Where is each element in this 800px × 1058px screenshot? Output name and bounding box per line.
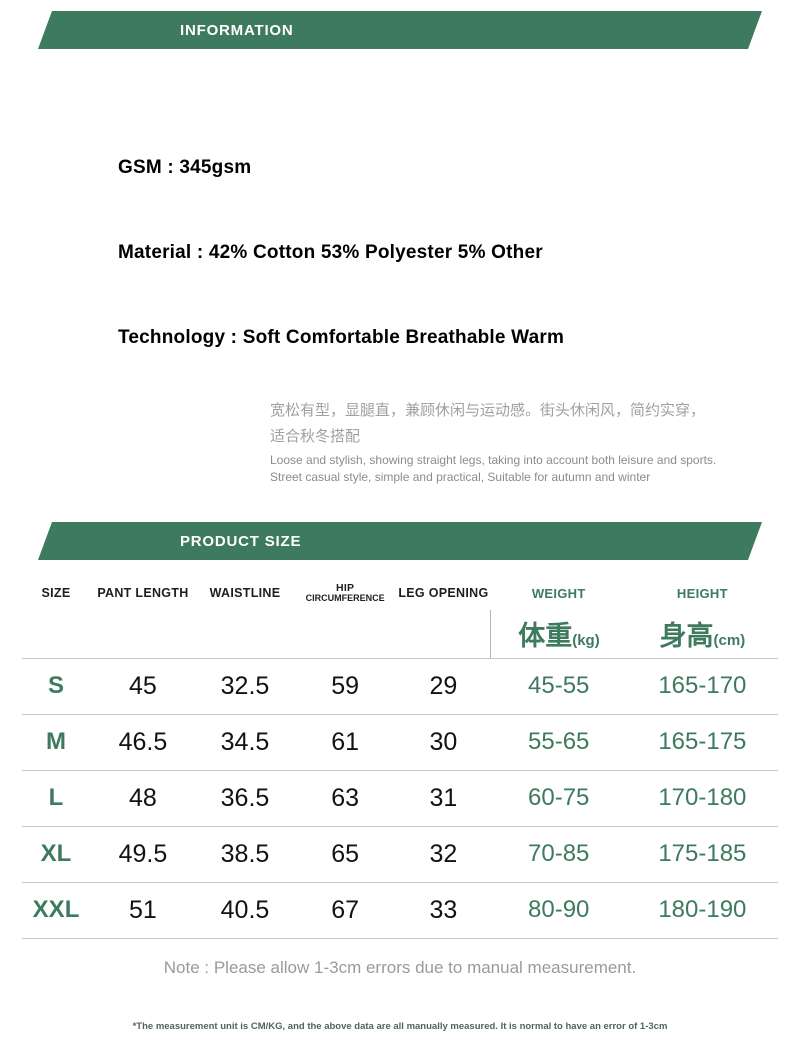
size-value: XL bbox=[22, 826, 91, 883]
height-cn-header: 身高(cm) bbox=[626, 610, 778, 659]
size-chart-table: SIZE PANT LENGTH WAISTLINE HIP CIRCUMFER… bbox=[22, 576, 778, 939]
size-value: XXL bbox=[22, 882, 91, 939]
height-cn-label: 身高 bbox=[659, 621, 714, 652]
hip-header-line1: HIP bbox=[335, 581, 355, 594]
pant-length-value: 48 bbox=[90, 770, 196, 827]
waistline-value: 34.5 bbox=[195, 714, 295, 771]
hip-value: 67 bbox=[294, 882, 397, 939]
description-chinese-line2: 适合秋冬搭配 bbox=[270, 428, 361, 446]
measurement-footnote: *The measurement unit is CM/KG, and the … bbox=[132, 1021, 668, 1032]
col-header-pant-length: PANT LENGTH bbox=[97, 586, 189, 600]
description-english: Loose and stylish, showing straight legs… bbox=[270, 453, 717, 485]
technology-spec-text: Technology : Soft Comfortable Breathable… bbox=[118, 327, 565, 348]
description-chinese: 宽松有型，显腿直，兼顾休闲与运动感。街头休闲风，简约实穿， 适合秋冬搭配 bbox=[270, 398, 760, 451]
height-value: 165-175 bbox=[626, 714, 778, 771]
leg-opening-value: 29 bbox=[396, 658, 491, 715]
waistline-value: 32.5 bbox=[195, 658, 295, 715]
pant-length-value: 51 bbox=[90, 882, 196, 939]
table-row-xxl: XXL 51 40.5 67 33 80-90 180-190 bbox=[22, 882, 778, 939]
col-header-size: SIZE bbox=[41, 586, 71, 600]
height-value: 165-170 bbox=[626, 658, 778, 715]
table-row-m: M 46.5 34.5 61 30 55-65 165-175 bbox=[22, 714, 778, 771]
table-subheader-row: 体重(kg) 身高(cm) bbox=[22, 610, 778, 659]
hip-header-line2: CIRCUMFERENCE bbox=[305, 592, 385, 603]
waistline-value: 40.5 bbox=[195, 882, 295, 939]
leg-opening-value: 31 bbox=[396, 770, 491, 827]
weight-value: 80-90 bbox=[490, 882, 627, 939]
information-banner-label: INFORMATION bbox=[180, 21, 294, 39]
col-header-hip-circumference: HIP CIRCUMFERENCE bbox=[294, 576, 396, 610]
hip-value: 59 bbox=[294, 658, 397, 715]
table-row-l: L 48 36.5 63 31 60-75 170-180 bbox=[22, 770, 778, 827]
size-value: L bbox=[22, 770, 91, 827]
weight-unit-label: (kg) bbox=[572, 632, 600, 650]
weight-value: 45-55 bbox=[490, 658, 627, 715]
hip-value: 65 bbox=[294, 826, 397, 883]
product-size-banner-label: PRODUCT SIZE bbox=[180, 532, 302, 550]
col-header-weight: WEIGHT bbox=[531, 585, 586, 601]
information-banner: INFORMATION bbox=[38, 11, 762, 49]
leg-opening-value: 33 bbox=[396, 882, 491, 939]
table-header-row: SIZE PANT LENGTH WAISTLINE HIP CIRCUMFER… bbox=[22, 576, 778, 610]
weight-value: 60-75 bbox=[490, 770, 627, 827]
hip-value: 61 bbox=[294, 714, 397, 771]
pant-length-value: 49.5 bbox=[90, 826, 196, 883]
weight-cn-header: 体重(kg) bbox=[490, 610, 627, 659]
col-header-waistline: WAISTLINE bbox=[209, 586, 281, 600]
pant-length-value: 46.5 bbox=[90, 714, 196, 771]
description-chinese-line1: 宽松有型，显腿直，兼顾休闲与运动感。街头休闲风，简约实穿， bbox=[270, 402, 706, 419]
height-value: 175-185 bbox=[626, 826, 778, 883]
gsm-spec-text: GSM : 345gsm bbox=[118, 157, 252, 178]
col-header-height: HEIGHT bbox=[676, 585, 728, 601]
table-row-s: S 45 32.5 59 29 45-55 165-170 bbox=[22, 658, 778, 715]
col-header-leg-opening: LEG OPENING bbox=[398, 586, 489, 600]
height-value: 170-180 bbox=[626, 770, 778, 827]
height-value: 180-190 bbox=[626, 882, 778, 939]
leg-opening-value: 30 bbox=[396, 714, 491, 771]
table-row-xl: XL 49.5 38.5 65 32 70-85 175-185 bbox=[22, 826, 778, 883]
weight-value: 70-85 bbox=[490, 826, 627, 883]
pant-length-value: 45 bbox=[90, 658, 196, 715]
size-value: S bbox=[22, 658, 91, 715]
weight-value: 55-65 bbox=[490, 714, 627, 771]
weight-cn-label: 体重 bbox=[518, 621, 573, 652]
waistline-value: 36.5 bbox=[195, 770, 295, 827]
material-spec-text: Material : 42% Cotton 53% Polyester 5% O… bbox=[118, 242, 543, 263]
leg-opening-value: 32 bbox=[396, 826, 491, 883]
hip-value: 63 bbox=[294, 770, 397, 827]
subheader-divider-cell bbox=[396, 610, 492, 659]
product-size-banner: PRODUCT SIZE bbox=[38, 522, 762, 560]
height-unit-label: (cm) bbox=[713, 632, 746, 650]
measurement-note: Note : Please allow 1-3cm errors due to … bbox=[163, 958, 637, 977]
waistline-value: 38.5 bbox=[195, 826, 295, 883]
size-value: M bbox=[22, 714, 91, 771]
